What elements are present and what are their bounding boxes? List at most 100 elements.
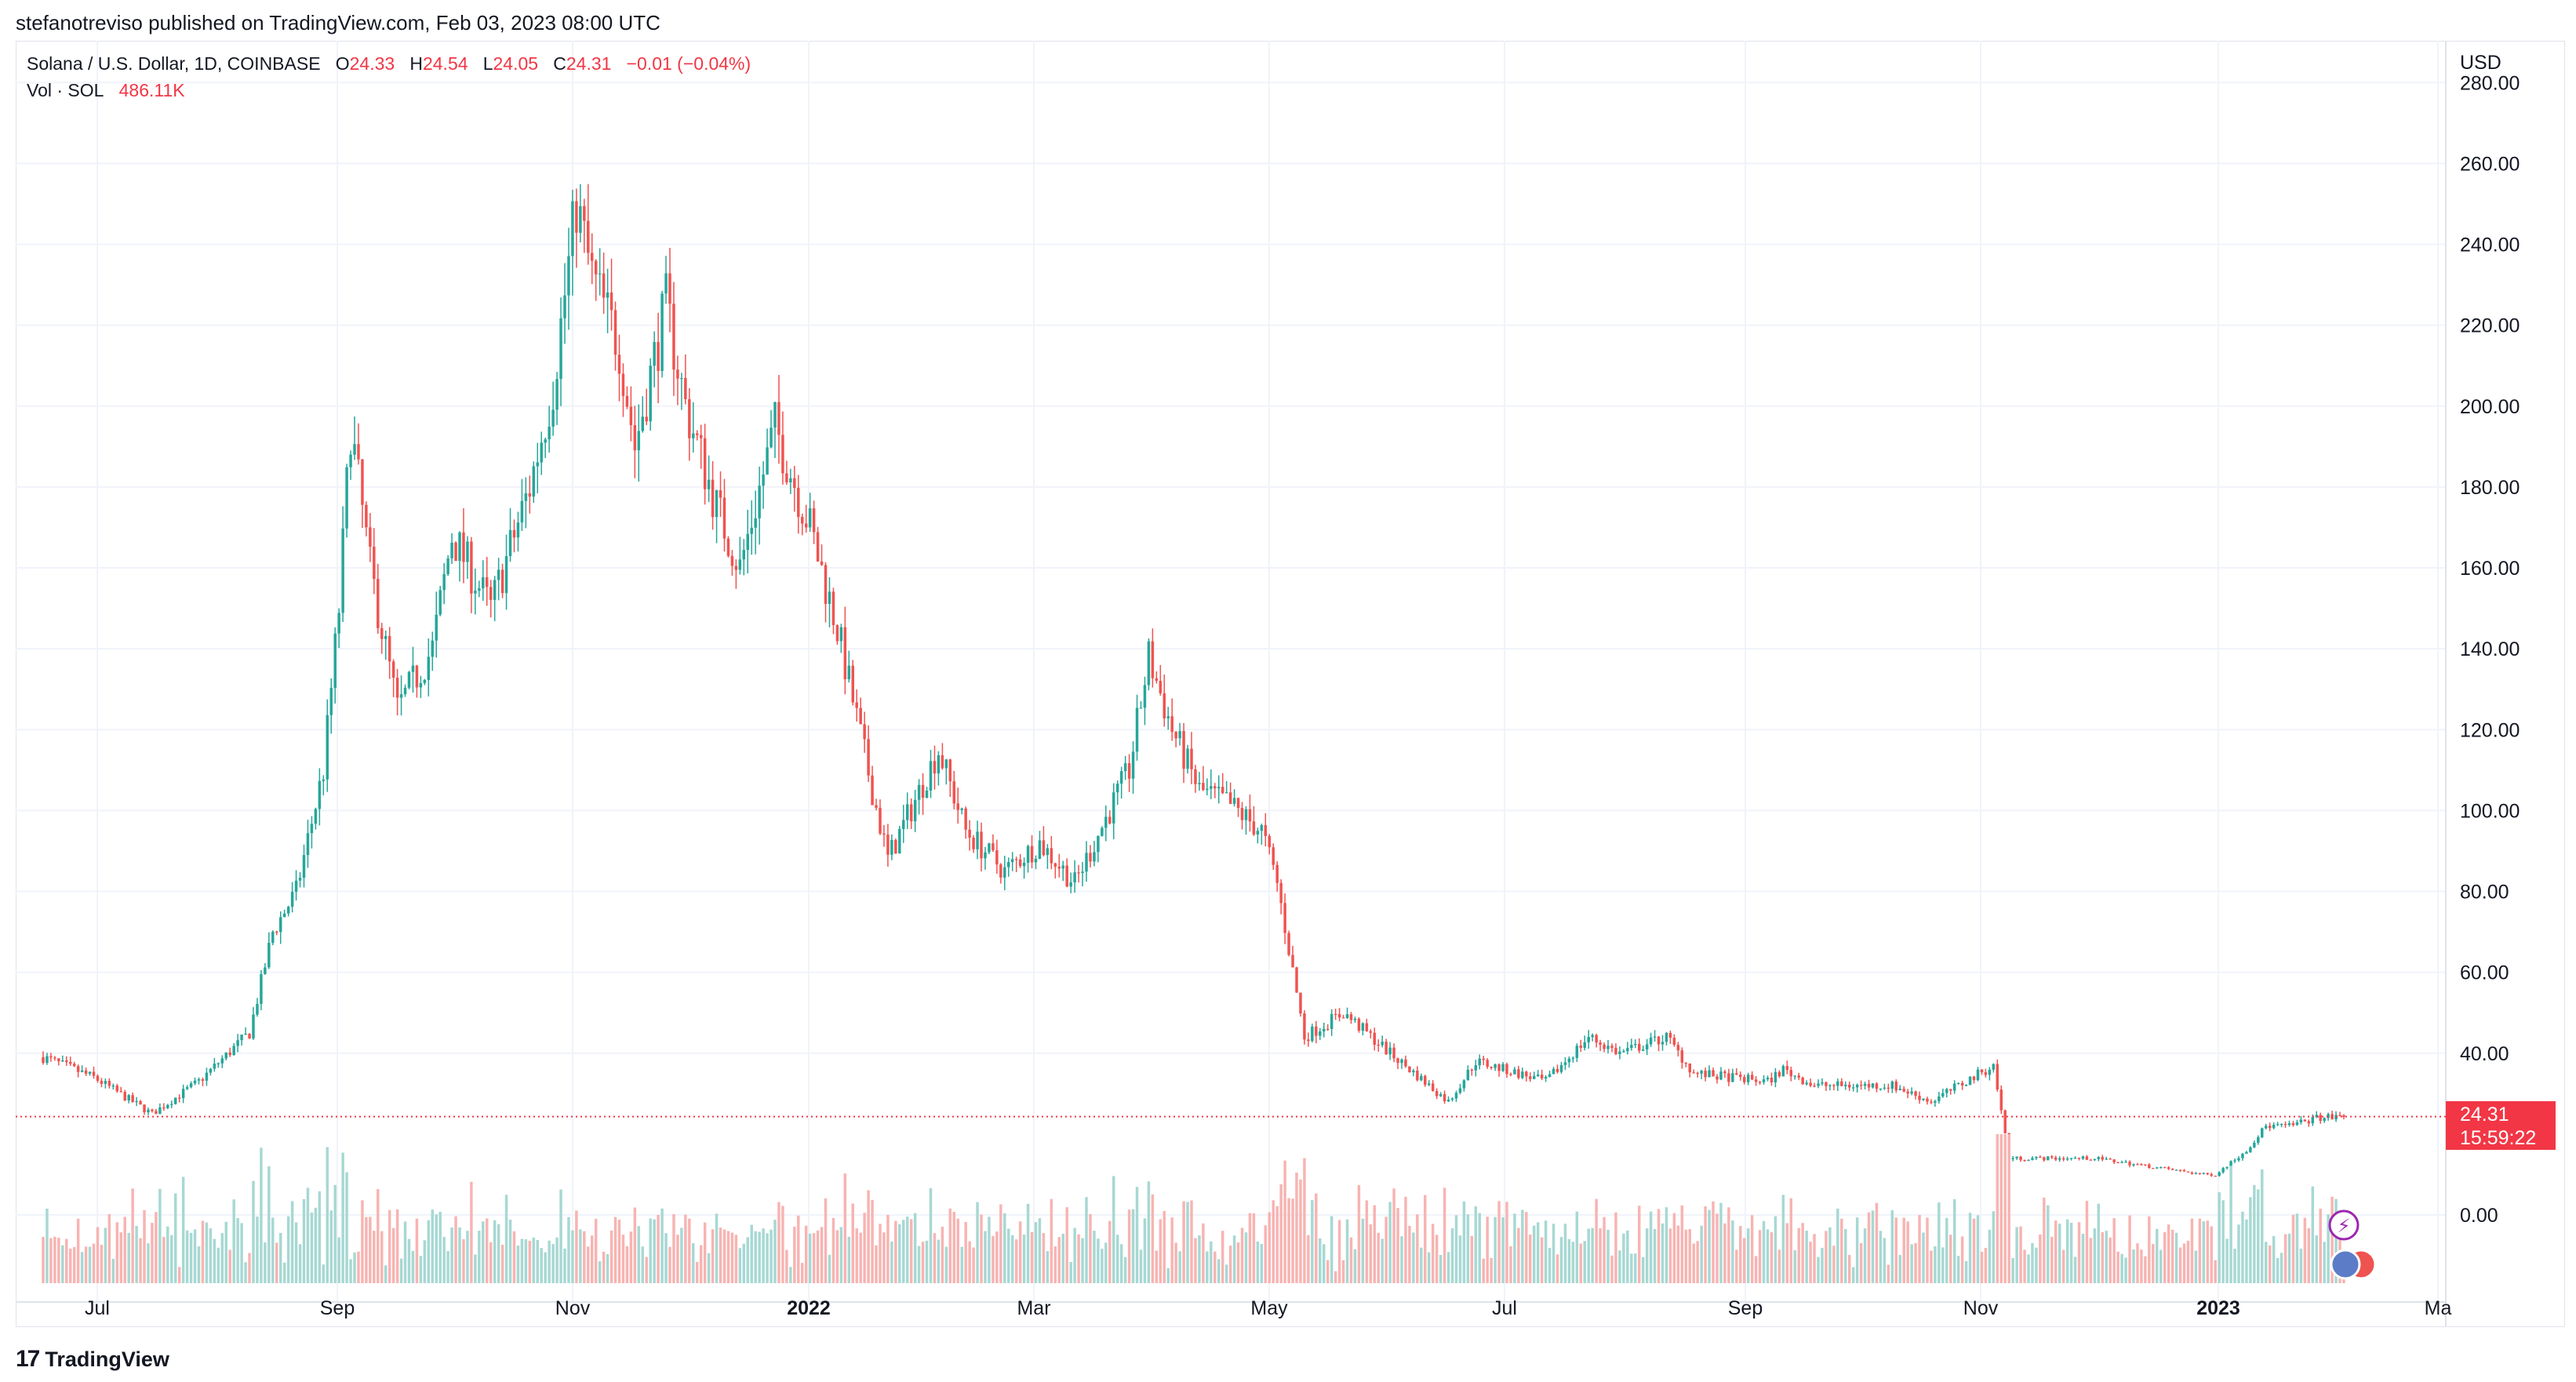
volume-bar xyxy=(1494,1217,1497,1283)
volume-bar xyxy=(1443,1187,1446,1283)
volume-bar xyxy=(466,1231,469,1283)
candle-body xyxy=(1428,1083,1431,1086)
candle-body xyxy=(1400,1059,1403,1064)
volume-bar xyxy=(2108,1237,2112,1283)
volume-bar xyxy=(1026,1203,1030,1283)
candle-body xyxy=(1972,1076,1976,1081)
volume-bar xyxy=(1446,1252,1450,1283)
volume-bar xyxy=(917,1246,921,1283)
volume-bar xyxy=(828,1254,831,1283)
candle-body xyxy=(1446,1100,1450,1102)
volume-bar xyxy=(403,1221,407,1283)
candle-body xyxy=(275,931,278,933)
candle-body xyxy=(1236,798,1240,809)
candle-body xyxy=(131,1095,134,1103)
candle-body xyxy=(88,1071,92,1074)
volume-bar xyxy=(1910,1244,1913,1283)
volume-bar xyxy=(1295,1172,1298,1283)
tradingview-brand[interactable]: 17 TradingView xyxy=(16,1346,169,1373)
candle-body xyxy=(1190,748,1193,769)
volume-bar xyxy=(1093,1231,1096,1283)
candle-body xyxy=(2178,1169,2182,1171)
volume-bar xyxy=(711,1229,715,1283)
volume-bar xyxy=(1381,1238,1384,1283)
volume-bar xyxy=(201,1220,205,1283)
candle-body xyxy=(1365,1023,1369,1031)
volume-bar xyxy=(1750,1215,1754,1283)
candle-body xyxy=(1470,1069,1474,1071)
volume-bar xyxy=(1123,1257,1127,1283)
candle-body xyxy=(968,829,971,838)
candle-body xyxy=(1887,1087,1890,1089)
candle-body xyxy=(391,661,395,678)
candle-body xyxy=(766,447,769,475)
volume-bar xyxy=(1716,1213,1719,1283)
volume-bar xyxy=(508,1219,512,1283)
volume-bar xyxy=(664,1233,668,1283)
volume-bar xyxy=(1190,1200,1193,1283)
x-tick-label: Sep xyxy=(1728,1297,1763,1319)
candle-body xyxy=(53,1057,56,1059)
candle-body xyxy=(1050,848,1053,864)
volume-bar xyxy=(1232,1235,1236,1283)
volume-bar xyxy=(1194,1238,1197,1283)
volume-bar xyxy=(2330,1196,2334,1283)
volume-bar xyxy=(1770,1231,1774,1283)
volume-bar xyxy=(2218,1192,2221,1283)
volume-bar xyxy=(244,1262,247,1283)
candle-body xyxy=(1323,1028,1326,1032)
candle-body xyxy=(72,1064,76,1067)
volume-bar xyxy=(107,1213,111,1283)
candle-body xyxy=(143,1104,146,1113)
volume-bar xyxy=(1349,1237,1353,1283)
candle-body xyxy=(1634,1043,1637,1046)
candle-body xyxy=(1922,1098,1925,1100)
candle-body xyxy=(1801,1077,1804,1085)
volume-bar xyxy=(2081,1233,2085,1283)
x-tick-label: Mar xyxy=(1017,1297,1050,1319)
candle-body xyxy=(890,839,893,855)
volume-bar xyxy=(415,1218,419,1283)
volume-bar xyxy=(512,1231,516,1283)
candle-body xyxy=(1287,933,1290,955)
candle-body xyxy=(591,253,594,261)
volume-bar xyxy=(1240,1227,1244,1283)
candle-body xyxy=(1766,1078,1770,1080)
candle-body xyxy=(1210,786,1213,789)
volume-bar xyxy=(1337,1220,1341,1283)
candle-body xyxy=(871,775,874,806)
candle-body xyxy=(1723,1071,1726,1074)
volume-bar xyxy=(80,1252,84,1283)
close-value: 24.31 xyxy=(566,53,612,74)
x-tick-label: May xyxy=(1250,1297,1288,1319)
volume-bar xyxy=(956,1218,959,1283)
volume-bar xyxy=(185,1230,189,1283)
volume-bar xyxy=(1945,1217,1948,1283)
candle-body xyxy=(1443,1093,1446,1102)
candle-body xyxy=(692,433,695,438)
candle-body xyxy=(2167,1167,2170,1169)
volume-bar xyxy=(1984,1248,1988,1283)
candle-body xyxy=(831,591,835,626)
volume-bar xyxy=(859,1232,862,1283)
candle-body xyxy=(119,1091,122,1093)
candle-body xyxy=(1513,1069,1516,1075)
volume-bar xyxy=(734,1235,738,1283)
volume-bar xyxy=(637,1226,641,1283)
volume-bar xyxy=(1894,1217,1898,1283)
volume-bar xyxy=(2148,1216,2151,1283)
candle-body xyxy=(925,790,929,798)
candle-body xyxy=(185,1087,189,1089)
candle-body xyxy=(738,559,742,570)
volume-bar xyxy=(649,1218,652,1283)
volume-bar xyxy=(1252,1213,1256,1283)
volume-bar xyxy=(100,1245,104,1283)
volume-bar xyxy=(606,1253,609,1283)
candle-body xyxy=(1291,955,1294,968)
y-tick-label: 60.00 xyxy=(2460,962,2509,984)
volume-bar xyxy=(278,1232,282,1283)
volume-bar xyxy=(2069,1223,2073,1283)
candle-body xyxy=(1202,783,1205,791)
candle-body xyxy=(1746,1075,1750,1082)
